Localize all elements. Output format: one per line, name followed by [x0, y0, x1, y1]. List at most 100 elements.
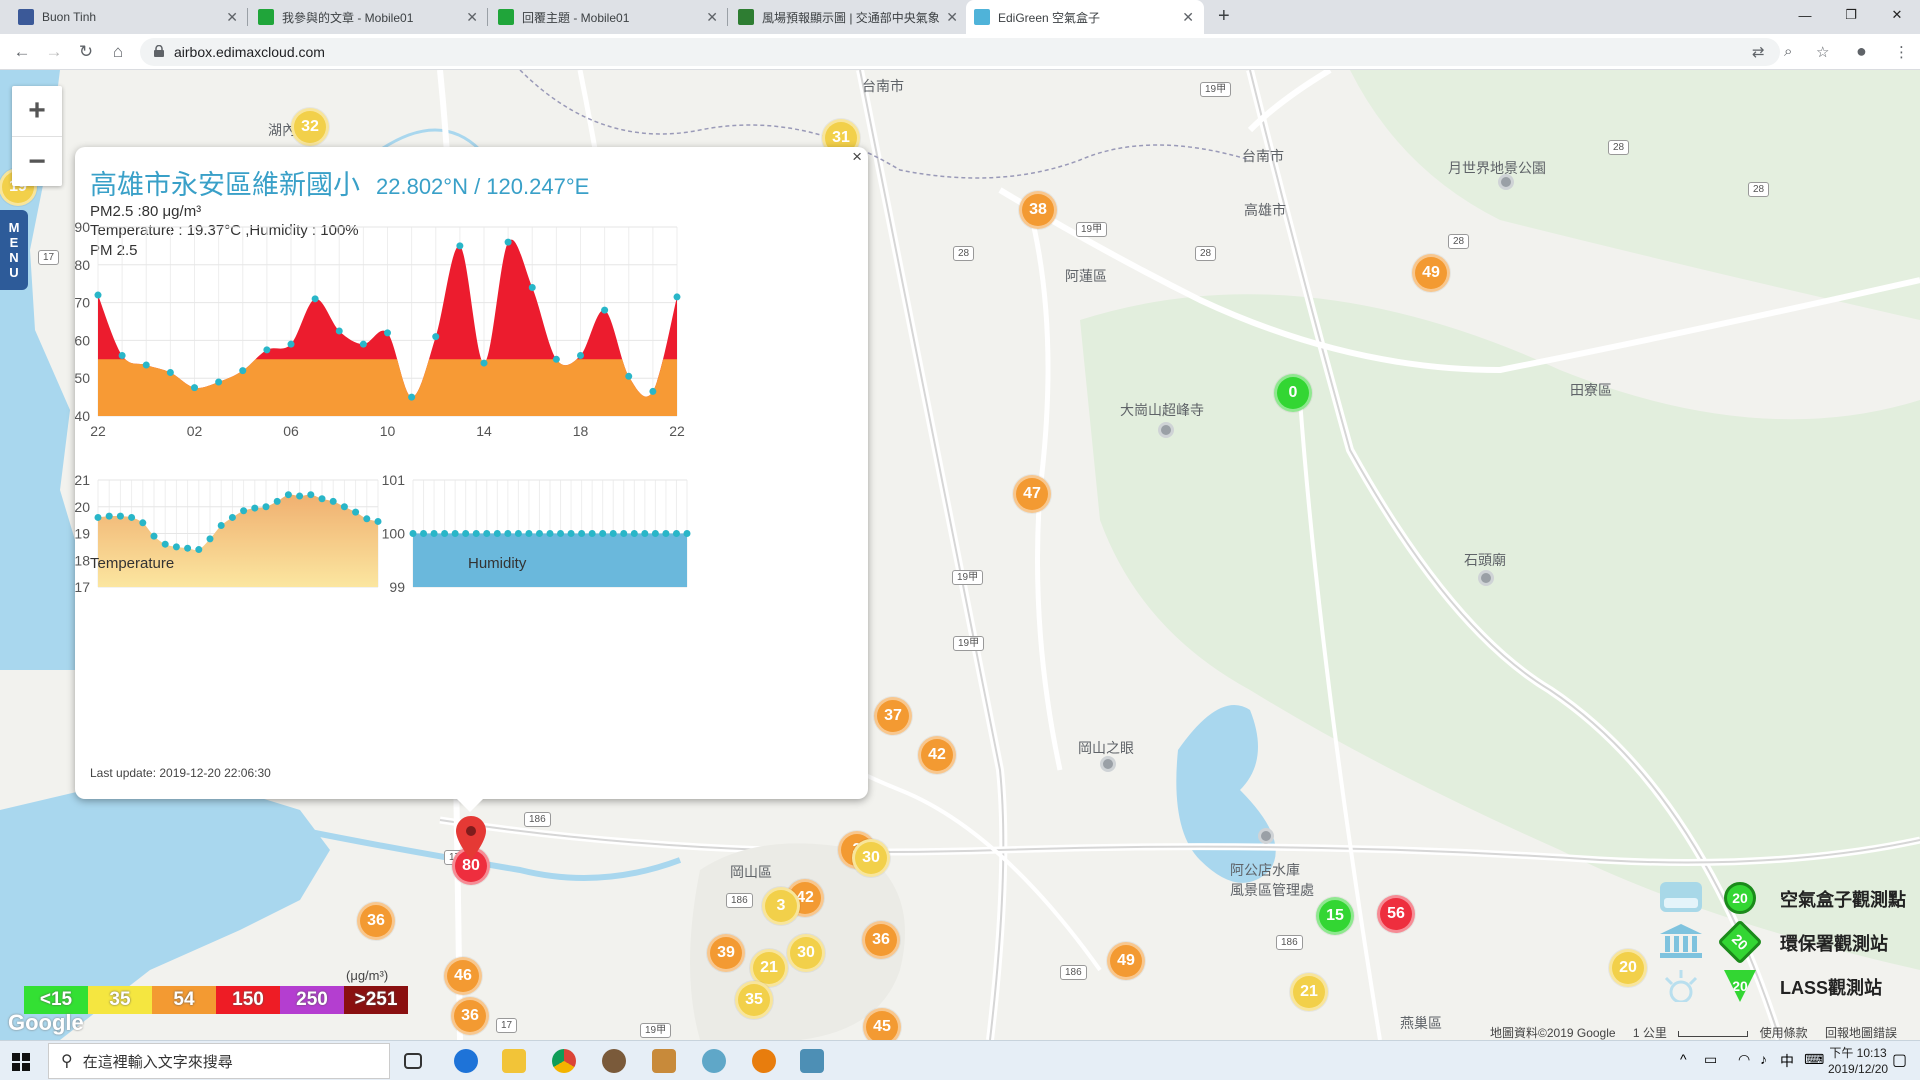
aqi-station-marker[interactable]: 38: [1019, 191, 1057, 229]
pm25-color-legend: <15 35 54 150 250 >251: [24, 986, 408, 1014]
humidity-data-point: [588, 530, 596, 537]
legend-cell: 250: [280, 986, 344, 1014]
close-icon[interactable]: ×: [852, 147, 862, 166]
wifi-icon[interactable]: ◠: [1738, 1051, 1751, 1067]
temperature-data-point: [251, 504, 259, 512]
aqi-station-marker[interactable]: 32: [291, 108, 329, 146]
aqi-station-marker[interactable]: 21: [1290, 973, 1328, 1011]
tray-chevron-icon[interactable]: ^: [1680, 1051, 1687, 1067]
map-place-label: 風景區管理處: [1230, 882, 1314, 898]
address-bar[interactable]: airbox.edimaxcloud.com: [140, 38, 1780, 66]
notification-icon[interactable]: ▢: [1892, 1052, 1908, 1069]
browser-tab[interactable]: 風場預報顯示圖 | 交通部中央氣象 ✕: [730, 0, 968, 34]
browser-tab[interactable]: 我參與的文章 - Mobile01 ✕: [250, 0, 488, 34]
zoom-icon[interactable]: ⌕: [1784, 43, 1793, 60]
location-pin-icon[interactable]: [456, 816, 486, 860]
browser-tab-active[interactable]: EdiGreen 空氣盒子 ✕: [966, 0, 1204, 34]
aqi-station-marker[interactable]: 56: [1377, 895, 1415, 933]
aqi-station-marker[interactable]: 49: [1412, 254, 1450, 292]
menu-dots-icon[interactable]: ⋮: [1894, 44, 1909, 61]
temperature-data-point: [307, 491, 315, 499]
aqi-station-marker[interactable]: 35: [735, 981, 773, 1019]
bookmark-star-icon[interactable]: ☆: [1816, 44, 1830, 61]
tab-close-icon[interactable]: ✕: [1182, 9, 1194, 25]
station-title: 高雄市永安區維新國小 22.802°N / 120.247°E: [90, 163, 589, 202]
aqi-station-marker[interactable]: 21: [750, 949, 788, 987]
minimize-button[interactable]: —: [1798, 7, 1812, 23]
zoom-out-button[interactable]: −: [12, 136, 62, 186]
y-tick-label: 40: [75, 408, 90, 424]
tab-close-icon[interactable]: ✕: [706, 9, 718, 25]
x-tick-label: 14: [476, 423, 492, 439]
report-error-link[interactable]: 回報地圖錯誤: [1824, 1026, 1897, 1040]
taskbar-search-input[interactable]: ⚲ 在這裡輸入文字來搜尋: [48, 1043, 390, 1079]
chrome-icon[interactable]: [552, 1049, 576, 1073]
road-shield: 186: [1060, 965, 1087, 980]
aqi-station-marker[interactable]: 0: [1274, 374, 1312, 412]
aqi-station-marker[interactable]: 46: [444, 957, 482, 995]
park-poi-icon[interactable]: [1498, 174, 1514, 190]
browser-tab[interactable]: 回覆主題 - Mobile01 ✕: [490, 0, 728, 34]
temperature-data-point: [139, 519, 147, 527]
app-icon[interactable]: [800, 1049, 824, 1073]
aqi-station-marker[interactable]: 36: [862, 921, 900, 959]
browser-tab[interactable]: Buon Tinh ✕: [10, 0, 248, 34]
windows-start-icon[interactable]: [12, 1053, 30, 1071]
battery-icon[interactable]: ▭: [1704, 1051, 1718, 1067]
back-button[interactable]: ←: [13, 42, 31, 61]
app-icon[interactable]: [702, 1049, 726, 1073]
pm25-data-point: [239, 367, 247, 375]
reload-button[interactable]: ↻: [78, 42, 94, 61]
temperature-data-point: [329, 497, 337, 505]
restore-button[interactable]: ❐: [1845, 7, 1857, 22]
blender-icon[interactable]: [752, 1049, 776, 1073]
aqi-station-marker[interactable]: 3: [762, 887, 800, 925]
aqi-station-marker[interactable]: 20: [1609, 949, 1647, 987]
aqi-station-marker[interactable]: 39: [707, 934, 745, 972]
zoom-in-button[interactable]: +: [28, 94, 46, 127]
aqi-station-marker[interactable]: 30: [787, 934, 825, 972]
aqi-station-marker[interactable]: 36: [451, 997, 489, 1035]
map-place-label: 田寮區: [1570, 382, 1612, 398]
road-shield: 28: [1195, 246, 1217, 261]
app-icon[interactable]: [602, 1049, 626, 1073]
forward-button[interactable]: →: [45, 42, 63, 61]
edge-icon[interactable]: [454, 1049, 478, 1073]
aqi-station-marker[interactable]: 37: [874, 697, 912, 735]
temple-poi-icon[interactable]: [1158, 422, 1174, 438]
system-clock[interactable]: 下午 10:13 2019/12/20: [1828, 1045, 1888, 1077]
temple-poi-icon[interactable]: [1478, 570, 1494, 586]
menu-button[interactable]: M E N U: [0, 210, 28, 290]
aqi-station-marker[interactable]: 47: [1013, 475, 1051, 513]
aqi-station-marker[interactable]: 45: [863, 1008, 901, 1040]
app-icon[interactable]: [652, 1049, 676, 1073]
office-poi-icon[interactable]: [1258, 828, 1274, 844]
keyboard-icon[interactable]: ⌨: [1804, 1051, 1825, 1067]
road-shield: 28: [953, 246, 975, 261]
aqi-station-marker[interactable]: 15: [1316, 897, 1354, 935]
pm25-data-point: [625, 372, 633, 380]
home-button[interactable]: ⌂: [112, 42, 124, 61]
new-tab-button[interactable]: +: [1218, 5, 1230, 27]
tab-close-icon[interactable]: ✕: [946, 9, 958, 25]
window-close-button[interactable]: ✕: [1891, 7, 1903, 22]
terms-link[interactable]: 使用條款: [1759, 1026, 1808, 1040]
file-explorer-icon[interactable]: [502, 1049, 526, 1073]
humidity-data-point: [420, 530, 428, 537]
aqi-station-marker[interactable]: 36: [357, 902, 395, 940]
aqi-station-marker[interactable]: 42: [918, 736, 956, 774]
temperature-data-point: [206, 535, 214, 543]
map-canvas[interactable]: 台南市 台南市 高雄市 阿蓮區 月世界地景公園 田寮區 大崗山超峰寺 石頭廟 岡山之眼 阿公店水庫…: [0, 70, 1920, 1040]
profile-icon[interactable]: ●: [1856, 41, 1867, 61]
x-tick-label: 22: [90, 423, 106, 439]
viewpoint-poi-icon[interactable]: [1100, 756, 1116, 772]
ime-indicator[interactable]: 中: [1780, 1053, 1794, 1069]
translate-icon[interactable]: ⇄: [1752, 44, 1765, 61]
volume-icon[interactable]: ♪: [1760, 1051, 1767, 1067]
aqi-station-marker[interactable]: 49: [1107, 942, 1145, 980]
tab-close-icon[interactable]: ✕: [226, 9, 238, 25]
task-view-icon[interactable]: [404, 1053, 422, 1069]
tab-close-icon[interactable]: ✕: [466, 9, 478, 25]
url-text[interactable]: airbox.edimaxcloud.com: [174, 44, 325, 60]
aqi-station-marker[interactable]: 30: [852, 839, 890, 877]
